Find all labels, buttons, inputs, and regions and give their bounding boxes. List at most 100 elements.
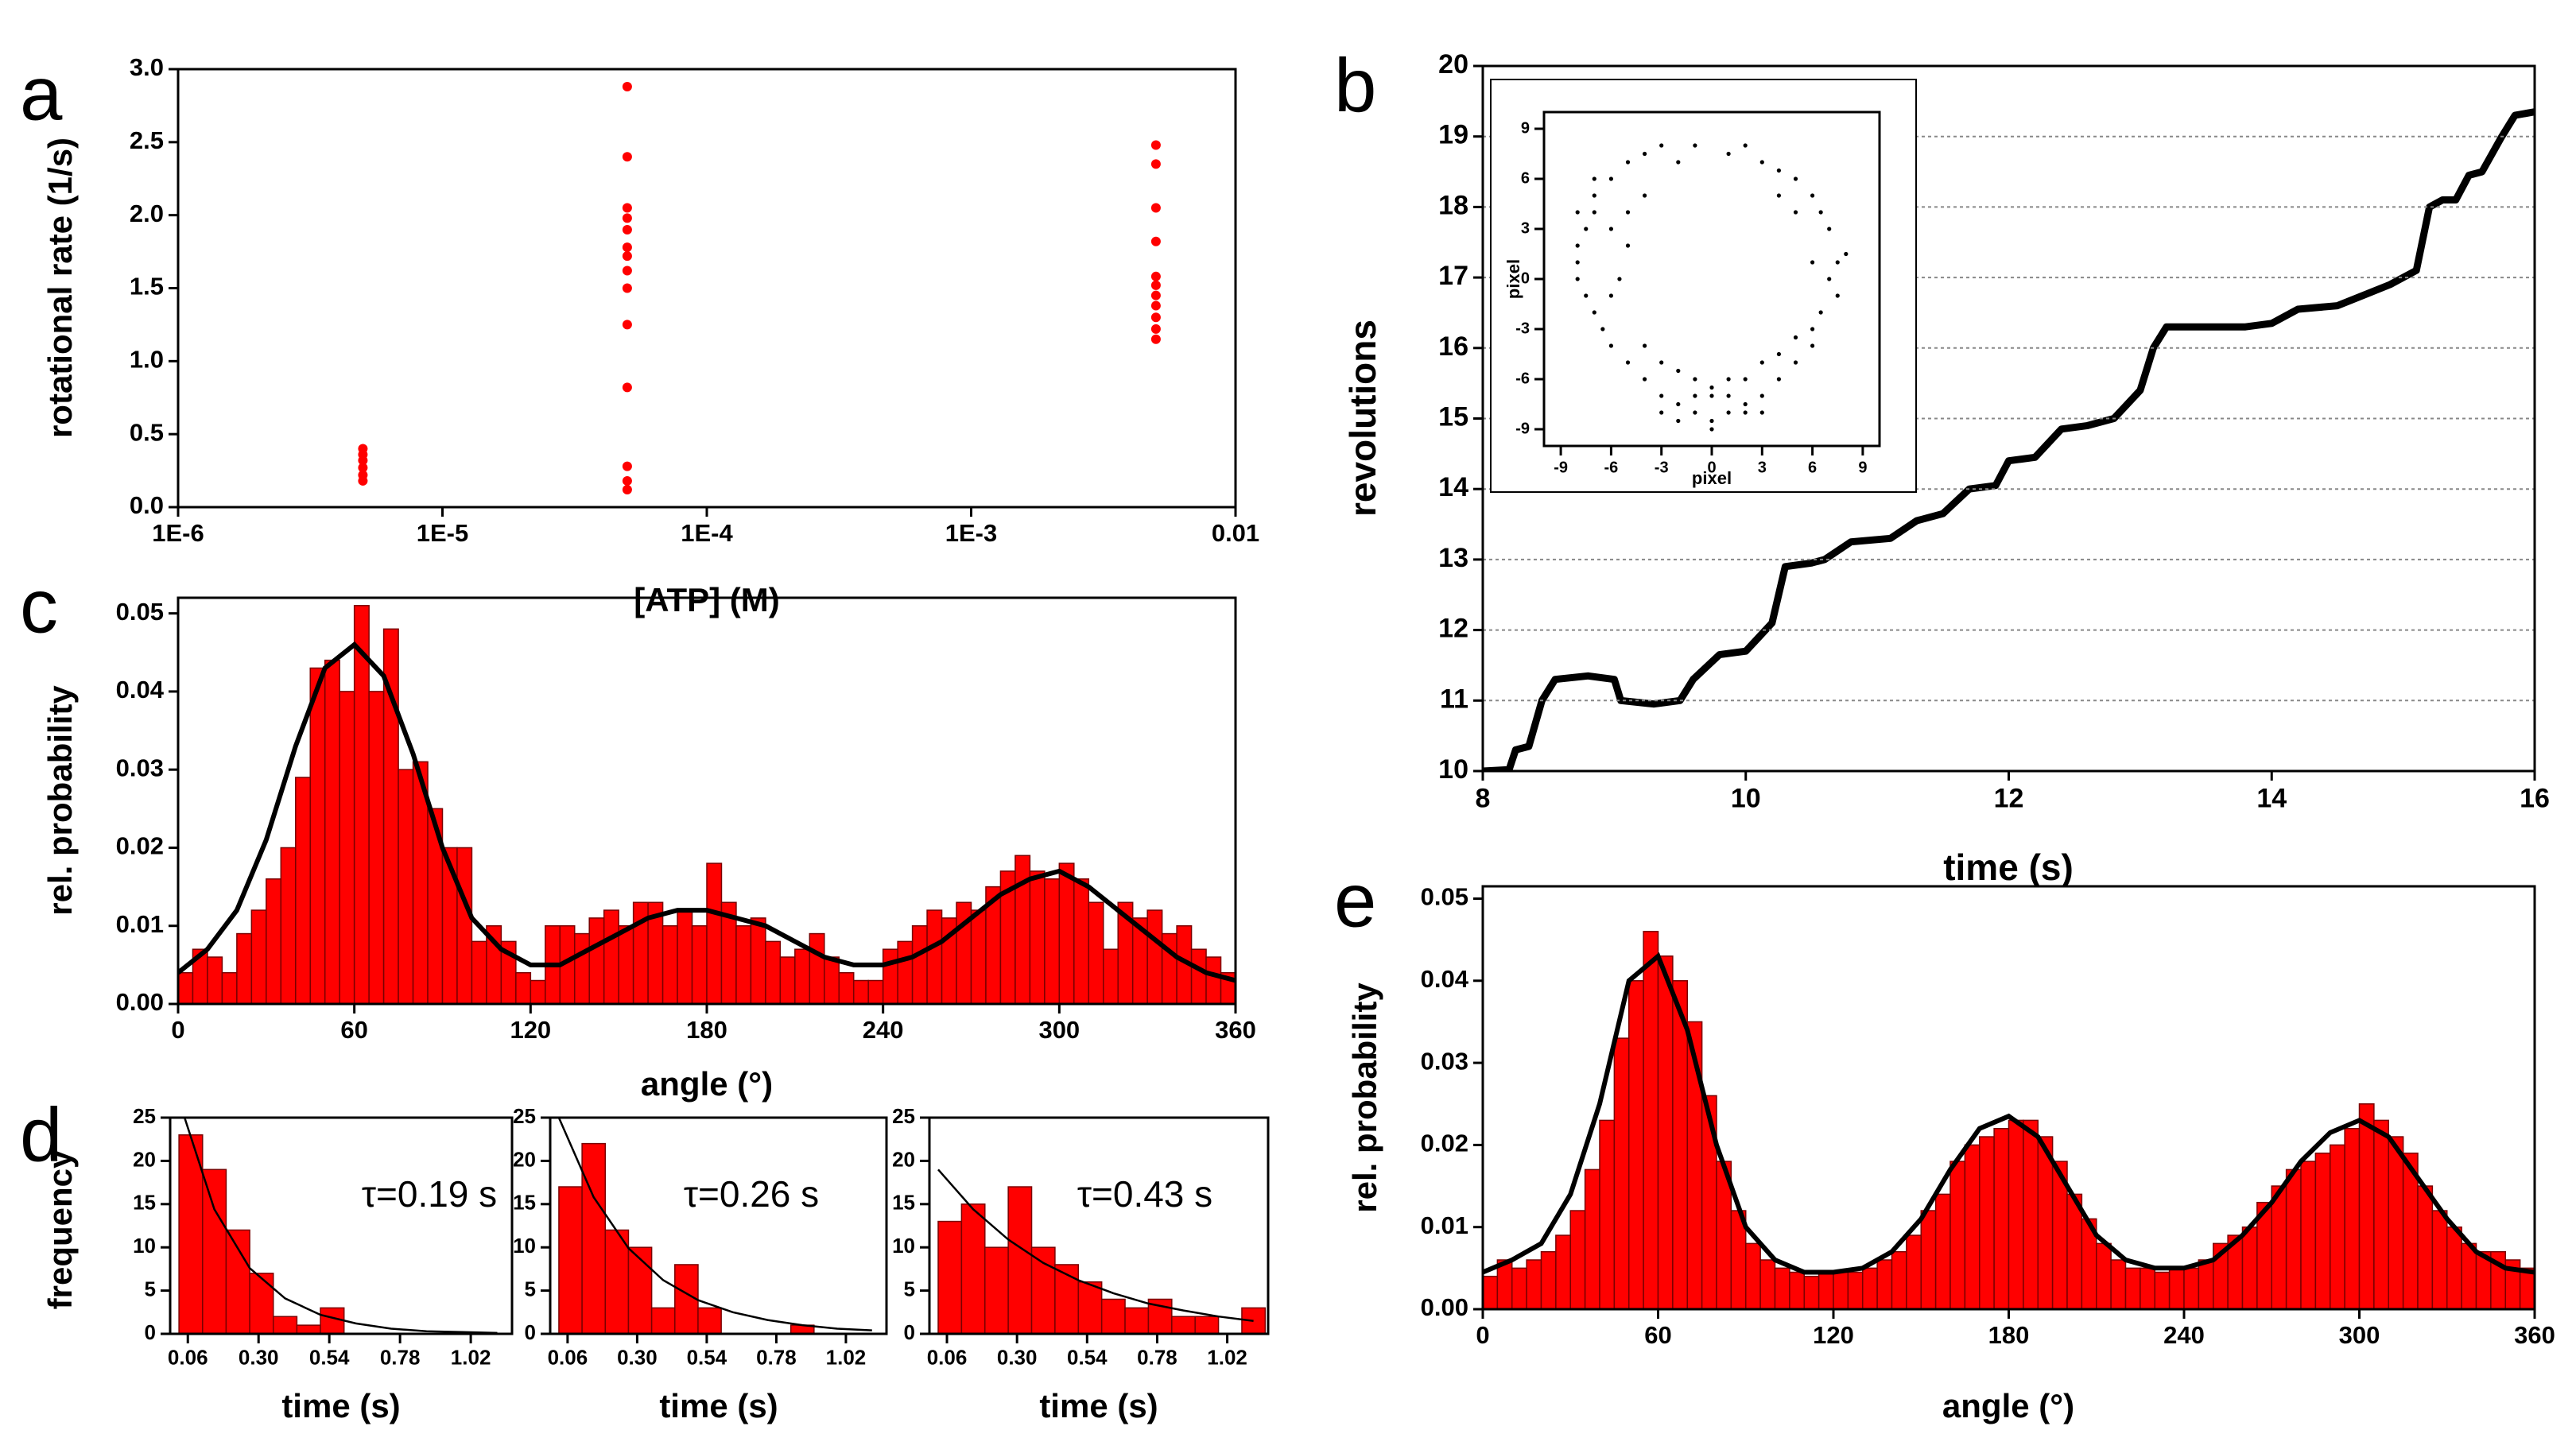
point (1709, 385, 1714, 390)
bar (280, 847, 297, 1004)
bar (1803, 1275, 1820, 1309)
point (1743, 143, 1748, 148)
bar (295, 777, 311, 1004)
x-tick-label: 16 (2520, 783, 2550, 813)
x-axis-label: pixel (1692, 468, 1732, 488)
line (1483, 108, 2535, 771)
plot-area (178, 605, 1236, 1004)
bar (603, 909, 619, 1004)
point (622, 213, 632, 223)
x-tick-label: 300 (2339, 1321, 2380, 1349)
y-tick-label: 18 (1438, 190, 1468, 220)
y-tick-label: 10 (133, 1234, 156, 1258)
point (622, 203, 632, 213)
y-tick-label: 2.0 (130, 200, 164, 227)
bar (2271, 1185, 2287, 1309)
bar (1657, 955, 1674, 1309)
bar (691, 924, 708, 1004)
bar (178, 1134, 204, 1334)
point (1726, 377, 1731, 382)
point (1575, 243, 1580, 248)
point (1643, 377, 1647, 382)
bar (618, 924, 634, 1004)
bar (2417, 1185, 2434, 1309)
x-axis-label: angle (°) (641, 1065, 773, 1103)
x-tick-label: 60 (1644, 1321, 1671, 1349)
bar (1073, 878, 1090, 1004)
point (1608, 343, 1613, 348)
x-tick-label: 0.78 (1137, 1345, 1177, 1369)
bar (2110, 1259, 2127, 1309)
point (622, 283, 632, 293)
bar (735, 924, 752, 1004)
point (1600, 327, 1605, 331)
bar (202, 1169, 227, 1334)
bar (2373, 1119, 2389, 1309)
point (1592, 193, 1596, 198)
bar (1643, 931, 1659, 1309)
bar (2023, 1119, 2039, 1309)
bar (1194, 1316, 1220, 1334)
x-tick-label: 0.54 (687, 1345, 727, 1369)
point (1743, 401, 1748, 407)
point (1810, 343, 1815, 348)
bar (1030, 1246, 1056, 1334)
inset-frame (1490, 79, 1917, 493)
bar (207, 956, 223, 1004)
bar (2096, 1242, 2112, 1309)
point (1835, 260, 1840, 265)
y-axis-label: frequency (41, 1149, 79, 1309)
point (1844, 251, 1849, 257)
point (1693, 377, 1697, 382)
bar (1100, 1298, 1126, 1334)
point (1776, 168, 1781, 173)
x-tick-label: 12 (1994, 783, 2024, 813)
point (1793, 176, 1798, 181)
bar (661, 924, 678, 1004)
x-axis-label: [ATP] (M) (634, 581, 779, 618)
point (1835, 293, 1840, 298)
y-tick-label: 5 (145, 1277, 156, 1300)
point (1793, 335, 1798, 340)
point (622, 265, 632, 276)
panel-letter: c (20, 564, 58, 649)
point (1659, 143, 1664, 148)
y-tick-label: 0.05 (116, 598, 164, 626)
x-axis-label: time (s) (1039, 1387, 1158, 1424)
point (1693, 143, 1697, 148)
bar (1190, 948, 1207, 1004)
bar (2198, 1259, 2214, 1309)
bar (1920, 1210, 1937, 1309)
point (622, 225, 632, 235)
y-tick-label: 20 (892, 1147, 915, 1171)
bar (1934, 1193, 1951, 1309)
x-tick-label: 120 (510, 1016, 551, 1044)
bar (1862, 1267, 1878, 1309)
annotation: τ=0.19 s (362, 1173, 497, 1215)
point (1726, 393, 1731, 398)
y-tick-label: 10 (892, 1234, 915, 1258)
y-tick-label: -3 (1515, 320, 1530, 337)
fit-curve (557, 1118, 872, 1331)
y-tick-label: 25 (892, 1104, 915, 1128)
x-tick-label: 240 (2163, 1321, 2205, 1349)
point (622, 382, 632, 393)
bar (456, 847, 473, 1004)
x-tick-label: 1.02 (1207, 1345, 1247, 1369)
bar (574, 932, 590, 1004)
bar (2140, 1267, 2155, 1309)
y-tick-label: -6 (1515, 370, 1530, 387)
bar (1241, 1307, 1267, 1334)
point (1150, 324, 1161, 334)
bar (1044, 878, 1061, 1004)
bar (627, 1246, 653, 1334)
x-tick-label: 1E-4 (681, 519, 733, 547)
y-tick-label: 0 (904, 1320, 915, 1344)
bar (1526, 1259, 1542, 1309)
x-tick-label: 0 (171, 1016, 184, 1044)
y-tick-label: 0.05 (1421, 883, 1468, 911)
y-tick-label: 15 (513, 1191, 536, 1215)
y-axis-label: rotational rate (1/s) (41, 138, 79, 438)
point (1818, 210, 1823, 215)
